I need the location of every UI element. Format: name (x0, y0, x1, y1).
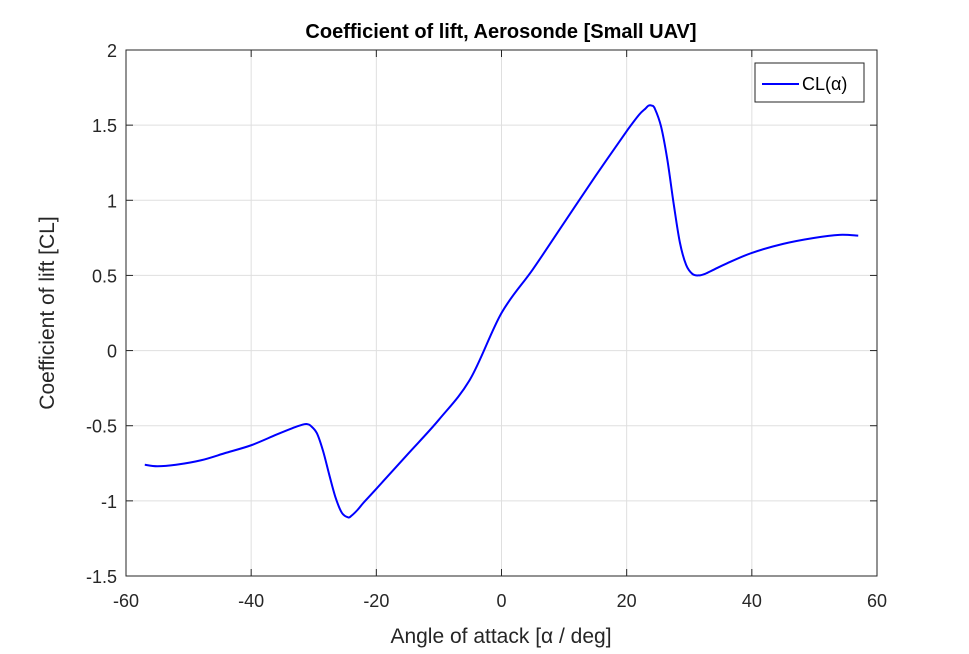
y-axis-label: Coefficient of lift [CL] (36, 216, 59, 409)
x-tick-label: -60 (113, 591, 139, 611)
y-tick-label: -0.5 (86, 417, 117, 437)
x-tick-label: -20 (363, 591, 389, 611)
x-tick-label: 0 (496, 591, 506, 611)
series-line-cl (144, 104, 859, 519)
legend-box (754, 62, 865, 103)
y-tick-label: 0.5 (92, 266, 117, 286)
x-tick-label: -40 (238, 591, 264, 611)
legend-label: CL(α) (802, 74, 847, 94)
y-tick-labels: -1.5 -1 -0.5 0 0.5 1 1.5 2 (86, 41, 117, 587)
legend: CL(α) (754, 62, 865, 103)
y-tick-label: 0 (107, 342, 117, 362)
chart-title: Coefficient of lift, Aerosonde [Small UA… (305, 21, 696, 43)
y-tick-label: 2 (107, 41, 117, 61)
series-lines (144, 104, 859, 519)
y-tick-label: 1 (107, 191, 117, 211)
x-tick-label: 20 (617, 591, 637, 611)
x-tick-labels: -60 -40 -20 0 20 40 60 (113, 591, 887, 611)
axis-ticks (125, 49, 878, 577)
y-tick-label: -1 (101, 492, 117, 512)
y-tick-label: 1.5 (92, 116, 117, 136)
x-tick-label: 40 (742, 591, 762, 611)
x-tick-label: 60 (867, 591, 887, 611)
x-axis-label: Angle of attack [α / deg] (390, 625, 611, 648)
y-tick-label: -1.5 (86, 567, 117, 587)
